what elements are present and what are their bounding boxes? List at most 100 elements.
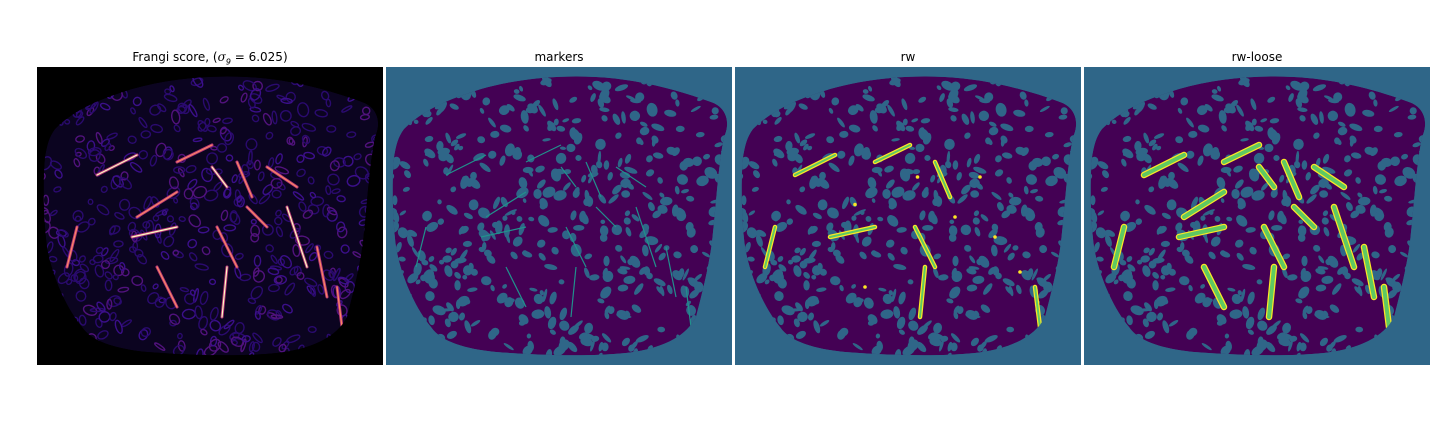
markers-hole: [395, 241, 402, 253]
markers-hole: [544, 306, 552, 319]
rw-hole: [853, 297, 863, 308]
rw-hole: [996, 202, 1004, 212]
frangi-blob: [223, 224, 237, 232]
rw-loose-hole: [1201, 343, 1212, 351]
rw-loose-hole: [1122, 148, 1134, 159]
rw-loose-hole: [1176, 246, 1183, 253]
frangi-blob: [92, 254, 104, 264]
frangi-blob: [94, 264, 105, 278]
markers-hole: [603, 160, 610, 170]
rw-loose-hole: [1240, 138, 1249, 142]
rw-hole: [972, 275, 985, 284]
rw-loose-hole: [1251, 118, 1257, 126]
markers-hole: [446, 164, 454, 177]
frangi-blob: [361, 106, 371, 116]
rw-loose-hole: [1302, 311, 1308, 320]
frangi-blob: [104, 143, 112, 152]
markers-hole: [522, 250, 528, 256]
rw-hole: [968, 171, 980, 179]
frangi-blob: [249, 88, 262, 101]
markers-hole: [528, 216, 535, 222]
markers-hole: [493, 196, 501, 210]
rw-loose-hole: [1319, 337, 1329, 347]
rw-loose-hole: [1256, 279, 1263, 285]
panel-title-rw: rw: [900, 50, 916, 64]
rw-hole: [946, 150, 951, 165]
rw-loose-hole: [1315, 157, 1321, 168]
markers-hole: [703, 153, 711, 160]
segment-dot: [915, 175, 920, 179]
markers-hole: [428, 315, 435, 326]
markers-hole: [448, 311, 459, 322]
rw-hole: [964, 244, 972, 252]
rw-hole: [893, 306, 901, 319]
rw-hole: [819, 171, 826, 180]
rw-loose-hole: [1188, 130, 1198, 138]
markers-hole: [555, 152, 567, 164]
frangi-blob: [201, 246, 211, 256]
frangi-blob: [326, 206, 338, 216]
rw-loose-hole: [1349, 123, 1363, 132]
frangi-blob: [156, 233, 162, 244]
rw-loose-hole: [1340, 191, 1351, 200]
marker-line: [665, 246, 677, 298]
rw-loose-hole: [1322, 210, 1329, 217]
frangi-blob: [179, 287, 190, 293]
marker-line: [480, 226, 527, 238]
rw-hole: [786, 199, 791, 205]
rw-loose-hole: [1282, 322, 1292, 334]
rw-loose-hole: [1237, 290, 1242, 296]
markers-hole: [429, 264, 438, 272]
markers-hole: [458, 226, 465, 235]
rw-loose-hole: [1402, 166, 1416, 179]
rw-loose-hole: [1235, 179, 1244, 189]
rw-hole: [771, 210, 781, 222]
markers-hole: [690, 245, 699, 254]
markers-hole: [551, 246, 559, 255]
frangi-blob: [310, 196, 325, 207]
rw-hole: [867, 177, 877, 189]
rw-loose-hole: [1368, 91, 1376, 100]
frangi-blob: [113, 297, 122, 306]
rw-loose-hole: [1240, 288, 1246, 303]
markers-hole: [571, 118, 582, 124]
rw-hole: [919, 210, 926, 221]
rw-loose-hole: [1123, 116, 1131, 125]
rw-hole: [775, 221, 788, 232]
frangi-blob: [213, 181, 223, 192]
rw-loose-hole: [1231, 188, 1240, 199]
markers-hole: [538, 215, 550, 227]
frangi-blob: [322, 203, 331, 218]
frangi-blob: [289, 266, 299, 276]
frangi-blob: [275, 276, 283, 284]
rw-hole: [756, 229, 767, 237]
frangi-blob: [104, 256, 119, 265]
rw-loose-hole: [1297, 225, 1307, 237]
markers-hole: [615, 132, 622, 139]
frangi-blob: [79, 263, 90, 273]
marker-line: [485, 191, 527, 218]
frangi-blob: [194, 305, 203, 320]
frangi-blob: [271, 110, 278, 125]
rw-hole: [828, 107, 834, 114]
rw-loose-hole: [1247, 291, 1255, 305]
rw-loose-hole: [1142, 265, 1151, 277]
rw-loose-hole: [1313, 132, 1320, 139]
frangi-blob: [253, 255, 262, 267]
frangi-blob: [325, 185, 332, 196]
frangi-blob: [279, 109, 292, 122]
markers-hole: [623, 217, 631, 225]
markers-hole: [547, 122, 555, 132]
segment-fill: [1222, 143, 1261, 164]
frangi-blob: [346, 174, 361, 187]
marker-line: [445, 154, 487, 176]
rw-loose-hole: [1214, 216, 1221, 222]
rw-loose-hole: [1358, 196, 1371, 206]
frangi-blob: [296, 154, 305, 164]
markers-hole: [478, 246, 485, 253]
rw-hole: [896, 122, 904, 132]
frangi-blob: [198, 316, 209, 330]
markers-hole: [445, 132, 452, 144]
rw-loose-hole: [1322, 166, 1336, 174]
frangi-blob: [248, 352, 255, 356]
